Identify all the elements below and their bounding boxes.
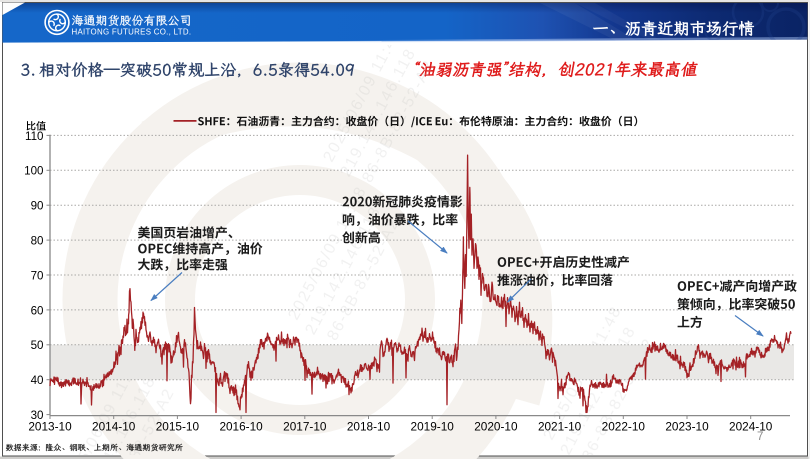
svg-text:2013-10: 2013-10 xyxy=(28,420,72,434)
svg-text:110: 110 xyxy=(25,130,43,143)
svg-text:2016-10: 2016-10 xyxy=(219,420,263,434)
svg-text:80: 80 xyxy=(31,235,44,248)
svg-text:2023-10: 2023-10 xyxy=(665,420,709,434)
svg-text:70: 70 xyxy=(31,269,44,282)
svg-text:40: 40 xyxy=(31,374,44,387)
svg-text:2019-10: 2019-10 xyxy=(411,420,455,434)
svg-text:90: 90 xyxy=(31,200,44,213)
svg-text:60: 60 xyxy=(31,304,44,317)
svg-text:2014-10: 2014-10 xyxy=(92,420,136,434)
svg-text:7: 7 xyxy=(757,431,763,443)
svg-text:2024-10: 2024-10 xyxy=(729,420,773,434)
svg-text:HAITONG FUTURES CO., LTD.: HAITONG FUTURES CO., LTD. xyxy=(72,28,192,37)
svg-text:2022-10: 2022-10 xyxy=(602,420,646,434)
svg-text:100: 100 xyxy=(24,165,43,178)
svg-text:50: 50 xyxy=(31,339,44,352)
svg-text:2015-10: 2015-10 xyxy=(156,420,200,434)
svg-text:2018-10: 2018-10 xyxy=(347,420,391,434)
svg-text:2020-10: 2020-10 xyxy=(474,420,518,434)
svg-text:2021-10: 2021-10 xyxy=(538,420,582,434)
svg-text:2017-10: 2017-10 xyxy=(283,420,327,434)
svg-text:30: 30 xyxy=(31,409,44,422)
